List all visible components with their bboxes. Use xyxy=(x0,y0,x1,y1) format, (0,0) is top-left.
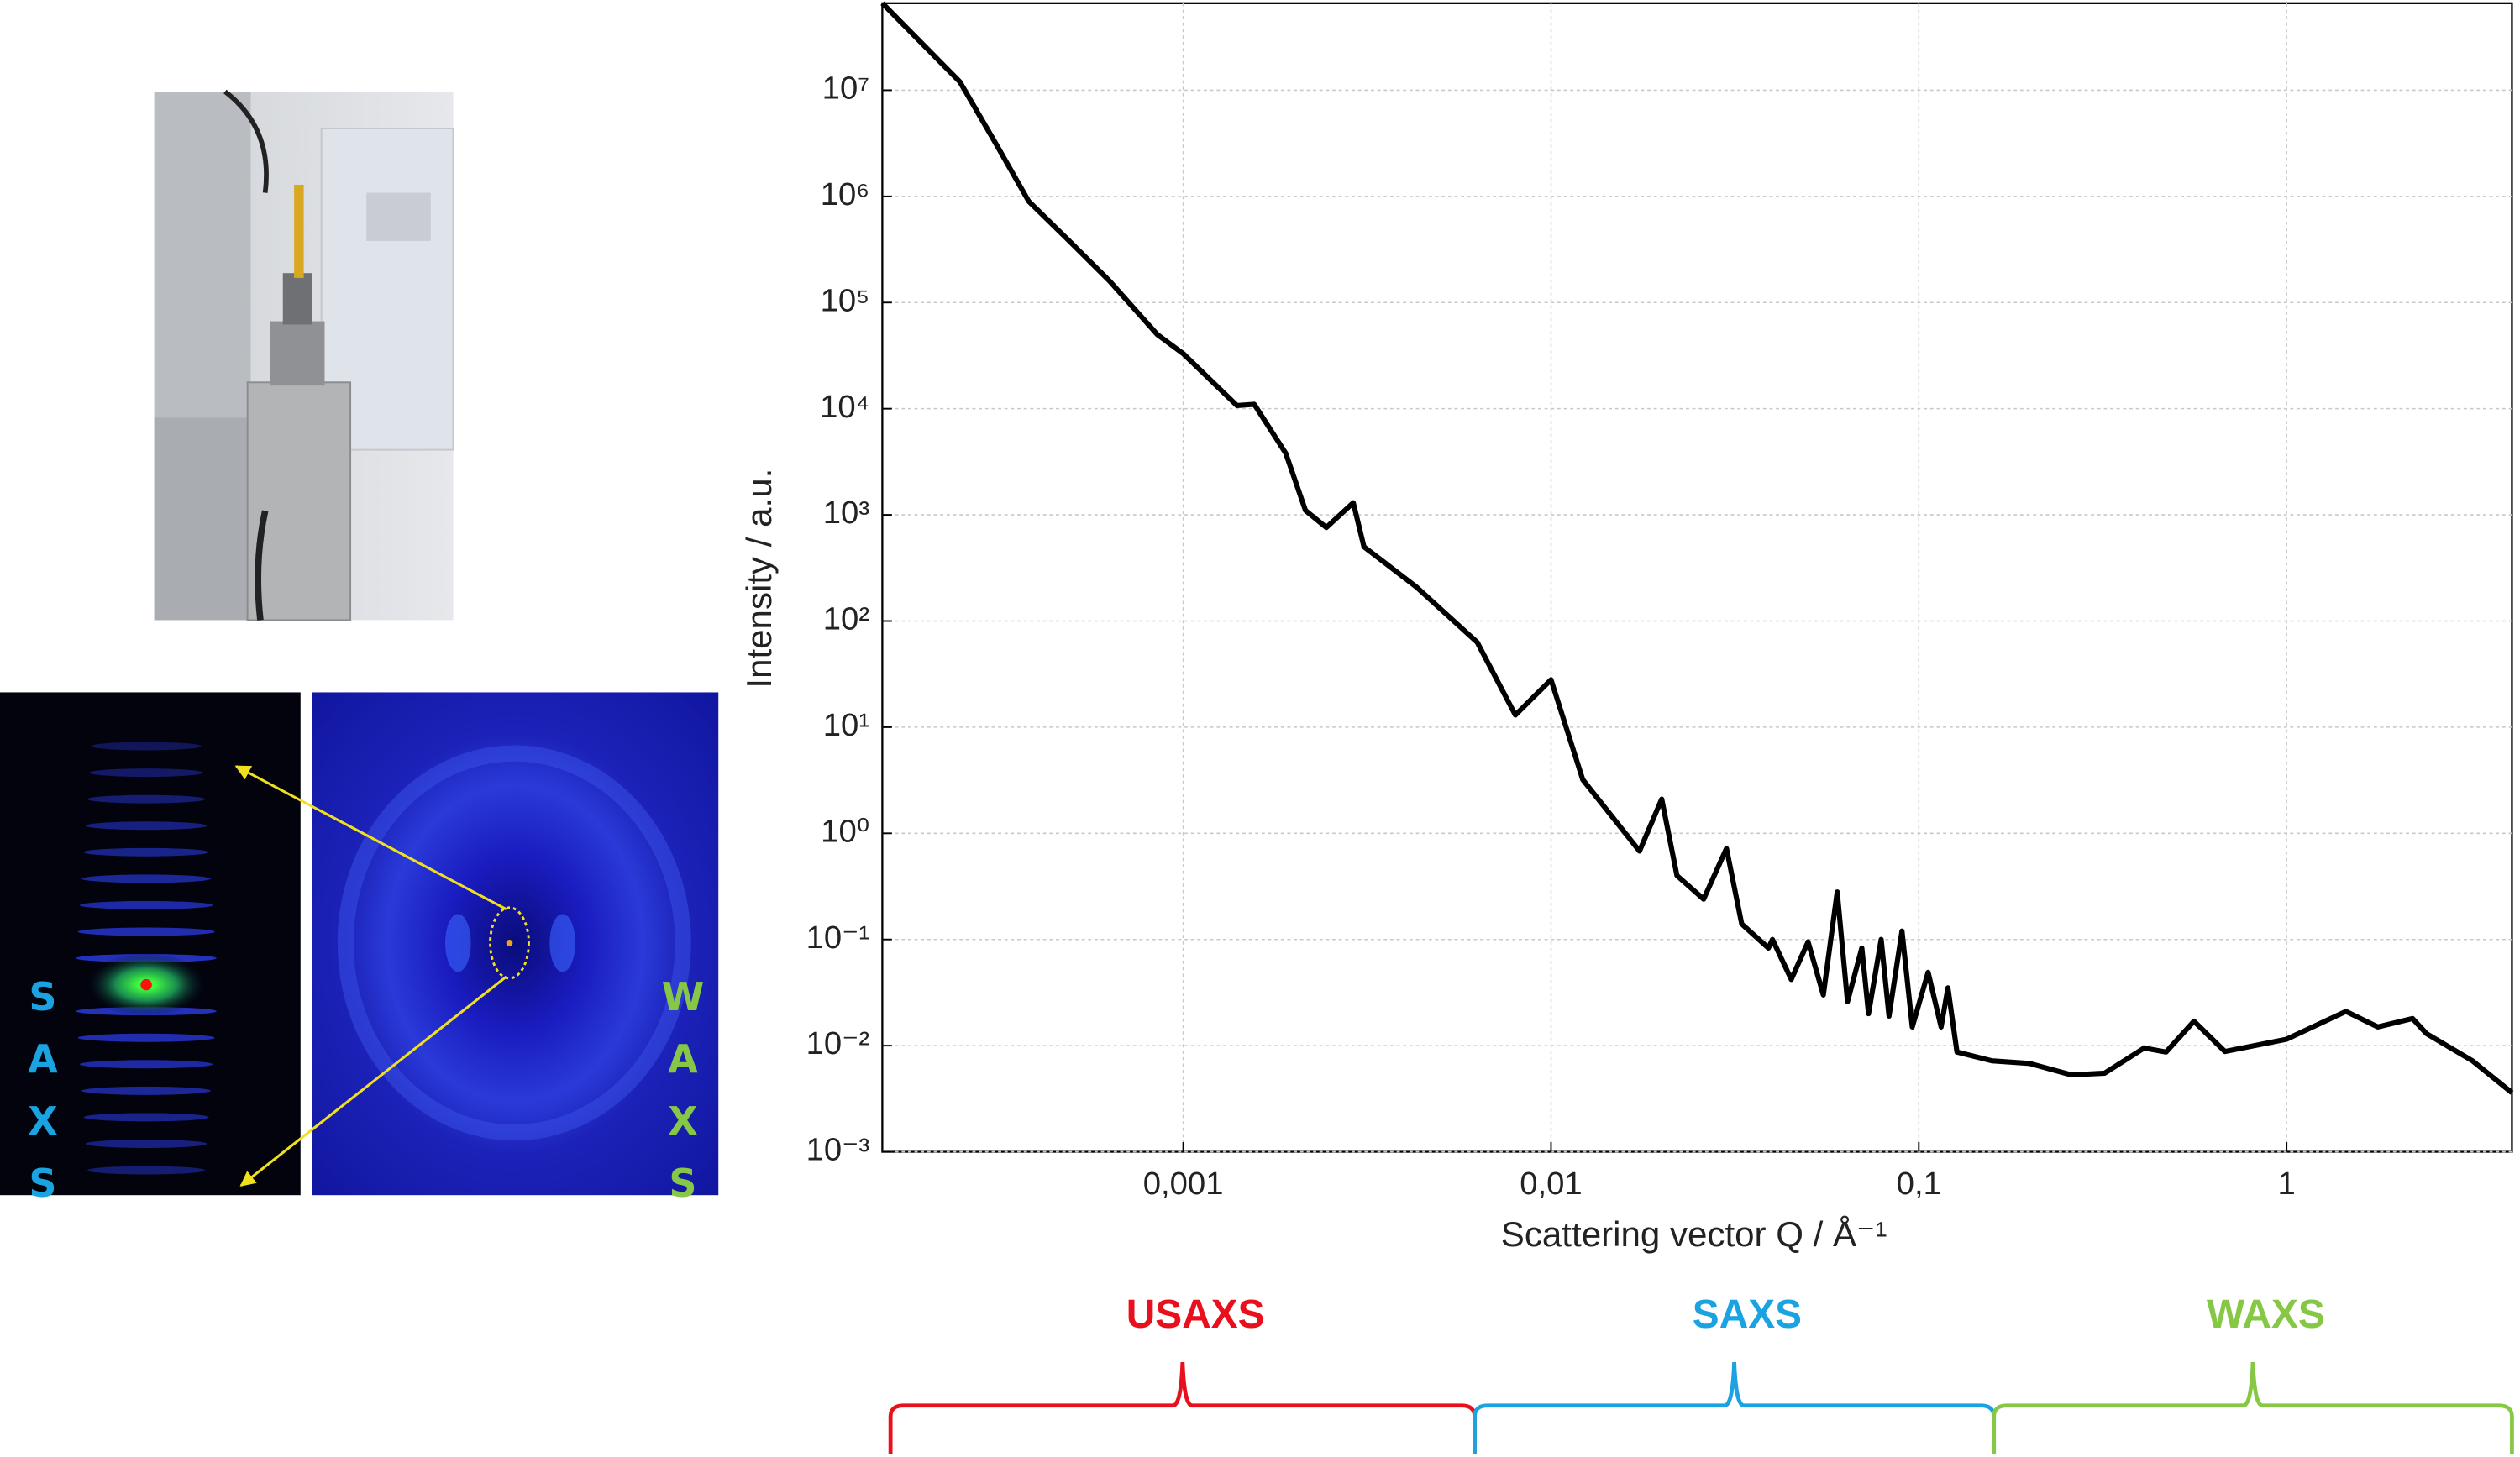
x-tick-label: 0,001 xyxy=(1143,1166,1224,1202)
waxs-label: WAXS xyxy=(660,974,706,1223)
instrument-photo xyxy=(154,89,454,621)
y-tick-label: 10³ xyxy=(823,495,869,531)
region-label: WAXS xyxy=(2207,1292,2325,1337)
y-tick-label: 10⁷ xyxy=(822,71,869,107)
saxs-streak xyxy=(87,794,206,804)
y-tick-label: 10⁶ xyxy=(821,176,869,212)
plot-frame xyxy=(881,2,2513,1153)
saxs-streak xyxy=(79,900,213,909)
region-label: USAXS xyxy=(1126,1292,1265,1337)
saxs-streak xyxy=(77,1033,215,1042)
saxs-streak xyxy=(85,821,207,831)
y-tick-label: 10⁰ xyxy=(821,813,869,849)
saxs-streak xyxy=(87,1166,206,1175)
saxs-streak xyxy=(85,1140,207,1148)
y-tick-label: 10⁵ xyxy=(821,282,869,318)
saxs-streak xyxy=(81,1086,212,1095)
x-tick-label: 0,1 xyxy=(1897,1166,1941,1202)
saxs-streak xyxy=(91,742,202,751)
region-brace xyxy=(1473,1362,1997,1454)
region-brace xyxy=(888,1362,1477,1454)
saxs-streak xyxy=(79,1060,213,1069)
data-line xyxy=(880,1,2514,1095)
y-tick-label: 10⁴ xyxy=(820,389,869,425)
grid xyxy=(882,3,2512,1153)
saxs-streak xyxy=(83,1113,209,1122)
y-tick-label: 10¹ xyxy=(823,707,869,743)
waxs-image xyxy=(234,692,719,1196)
y-tick-label: 10² xyxy=(823,601,870,637)
x-tick-label: 1 xyxy=(2277,1166,2295,1202)
region-brace xyxy=(1992,1362,2514,1454)
y-axis-label: Intensity / a.u. xyxy=(739,469,779,689)
saxs-label: SAXS xyxy=(20,974,66,1223)
y-tick-label: 10⁻² xyxy=(806,1025,870,1061)
x-tick-label: 0,01 xyxy=(1520,1166,1582,1202)
y-tick-label: 10⁻³ xyxy=(806,1132,869,1168)
y-tick-label: 10⁻¹ xyxy=(806,920,869,956)
saxs-streak xyxy=(89,768,203,778)
region-label: SAXS xyxy=(1693,1292,1802,1337)
saxs-streak xyxy=(83,847,209,857)
saxs-streak xyxy=(77,927,215,936)
x-axis-label: Scattering vector Q / Å⁻¹ xyxy=(1501,1214,1887,1254)
saxs-streak xyxy=(81,874,212,883)
